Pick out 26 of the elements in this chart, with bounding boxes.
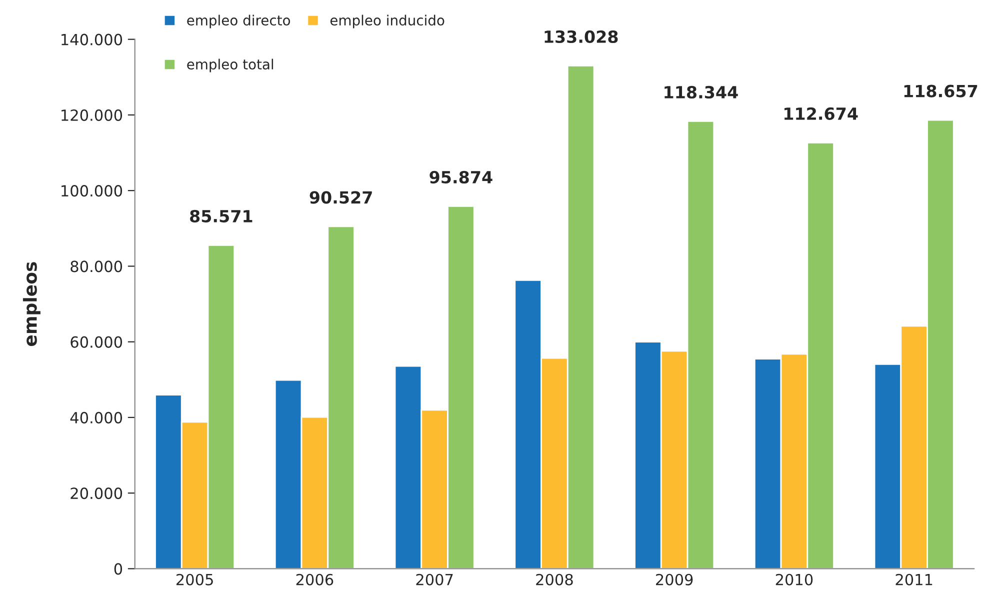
x-tick-label: 2010 — [776, 574, 813, 586]
legend-label: empleo total — [187, 58, 274, 72]
y-tick-label: 40.000 — [70, 412, 122, 424]
y-tick-label: 100.000 — [62, 185, 122, 197]
legend-label: empleo inducido — [330, 14, 444, 28]
data-label: 90.527 — [310, 191, 372, 204]
y-tick-label: 20.000 — [70, 488, 122, 500]
y-tick-label: 60.000 — [70, 336, 122, 348]
data-label: 118.344 — [664, 86, 738, 99]
data-label: 118.657 — [904, 84, 978, 98]
y-tick-label: 80.000 — [70, 260, 122, 272]
x-tick-label: 2011 — [896, 574, 932, 586]
y-axis-title: empleos — [22, 262, 40, 346]
data-label: 85.571 — [190, 210, 252, 222]
data-label: 95.874 — [430, 170, 492, 184]
data-label: 133.028 — [544, 30, 618, 44]
x-tick-label: 2006 — [296, 574, 334, 586]
x-tick-label: 2009 — [656, 574, 693, 586]
y-tick-label: 0 — [114, 563, 122, 575]
legend-label: empleo directo — [187, 14, 290, 28]
y-tick-label: 140.000 — [62, 34, 122, 46]
y-tick-label: 120.000 — [62, 109, 122, 121]
data-label: 112.674 — [784, 107, 858, 120]
x-tick-label: 2005 — [176, 574, 213, 586]
x-tick-label: 2007 — [416, 574, 453, 586]
x-tick-label: 2008 — [536, 574, 573, 586]
